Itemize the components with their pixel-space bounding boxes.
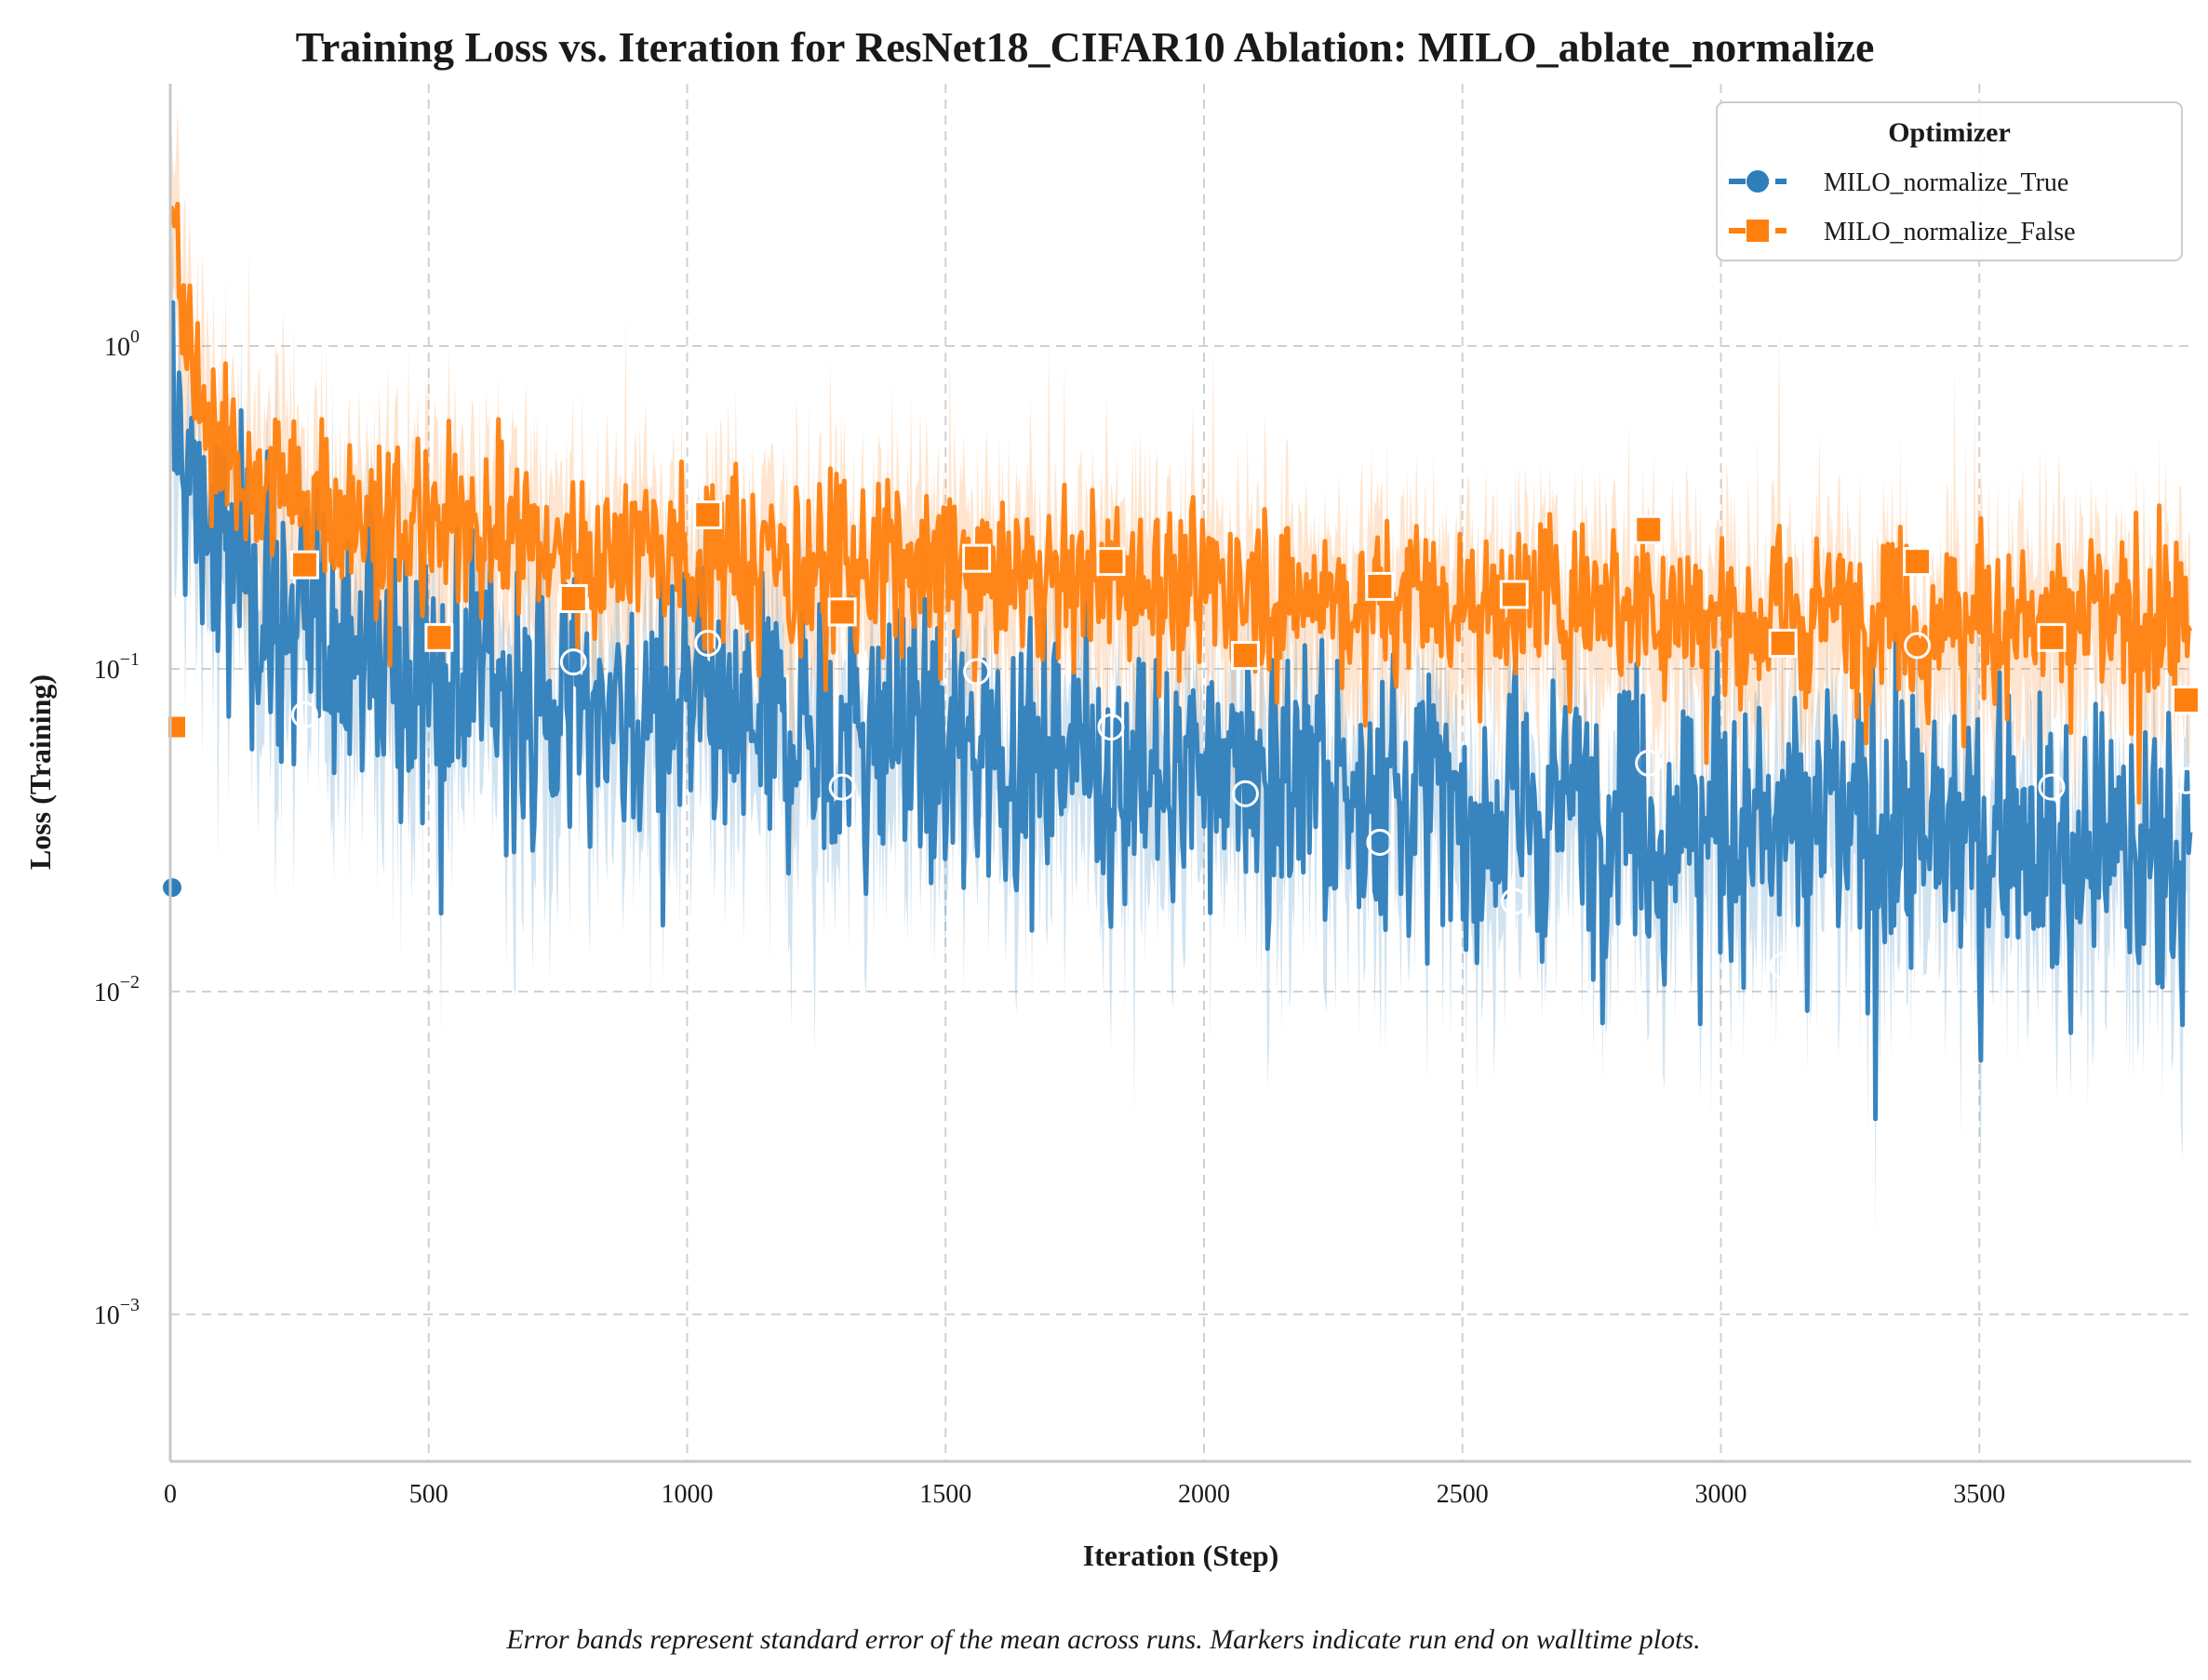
series-marker: [1768, 628, 1798, 658]
legend-entry-false: MILO_normalize_False: [1729, 218, 2076, 247]
series-marker: [1769, 952, 1797, 980]
legend-label-true: MILO_normalize_True: [1824, 168, 2068, 197]
x-tick-label: 2000: [1178, 1480, 1230, 1509]
y-tick-label: 10−3: [94, 1295, 140, 1330]
series-marker: [1635, 749, 1663, 777]
y-tick-label: 10−1: [94, 649, 140, 685]
series-marker: [1097, 713, 1125, 741]
x-tick-label: 3500: [1953, 1480, 2005, 1509]
series-marker: [1096, 547, 1126, 577]
series-marker: [694, 629, 722, 657]
legend-marker-circle: [1746, 170, 1769, 193]
chart-caption: Error bands represent standard error of …: [505, 1624, 1700, 1655]
series-marker: [1366, 828, 1394, 856]
series-marker: [963, 658, 991, 686]
legend-marker-square: [1746, 220, 1769, 242]
y-tick-labels: 10−3 10−2 10−1 100: [94, 327, 140, 1330]
series-marker: [1903, 547, 1933, 577]
series-markers: [163, 500, 2201, 980]
x-tick-label: 2500: [1437, 1480, 1489, 1509]
x-tick-label: 1000: [661, 1480, 713, 1509]
series-marker: [1634, 514, 1664, 544]
series-marker: [424, 622, 454, 652]
x-tick-label: 1500: [919, 1480, 971, 1509]
x-tick-label: 3000: [1694, 1480, 1746, 1509]
series-marker: [1500, 887, 1528, 915]
y-axis-label: Loss (Training): [23, 674, 57, 870]
series-marker: [1499, 580, 1529, 609]
legend-box: [1716, 101, 2183, 261]
series-marker: [962, 543, 992, 573]
series-marker: [290, 700, 318, 728]
series-marker: [1365, 571, 1395, 601]
legend-label-false: MILO_normalize_False: [1824, 218, 2076, 247]
y-tick-label: 100: [104, 327, 140, 362]
x-tick-label: 500: [409, 1480, 448, 1509]
series-marker: [2037, 622, 2067, 652]
x-tick-labels: 0 500 1000 1500 2000 2500 3000 3500: [164, 1480, 2005, 1509]
series-line: [168, 202, 2193, 805]
chart-title: Training Loss vs. Iteration for ResNet18…: [296, 23, 1875, 71]
series-marker: [289, 550, 319, 580]
series-marker: [828, 773, 856, 801]
legend-title: Optimizer: [1888, 117, 2011, 148]
series-marker: [168, 716, 185, 738]
series-marker: [1230, 641, 1260, 671]
series-marker: [1231, 780, 1259, 807]
series-marker: [693, 500, 723, 529]
series-marker: [2038, 773, 2066, 801]
legend: Optimizer MILO_normalize_True MILO_norma…: [1716, 101, 2183, 261]
series-marker: [558, 584, 588, 614]
series-line: [168, 300, 2193, 1122]
legend-entry-true: MILO_normalize_True: [1729, 168, 2068, 197]
series-marker: [2172, 767, 2200, 794]
series-marker: [559, 648, 587, 676]
y-tick-label: 10−2: [94, 972, 140, 1007]
series-marker: [827, 597, 857, 627]
series-marker: [163, 878, 181, 898]
x-axis-label: Iteration (Step): [1083, 1539, 1279, 1572]
series-lines: [168, 202, 2193, 1122]
x-tick-label: 0: [164, 1480, 177, 1509]
series-marker: [2171, 686, 2201, 715]
series-marker: [1904, 632, 1932, 660]
